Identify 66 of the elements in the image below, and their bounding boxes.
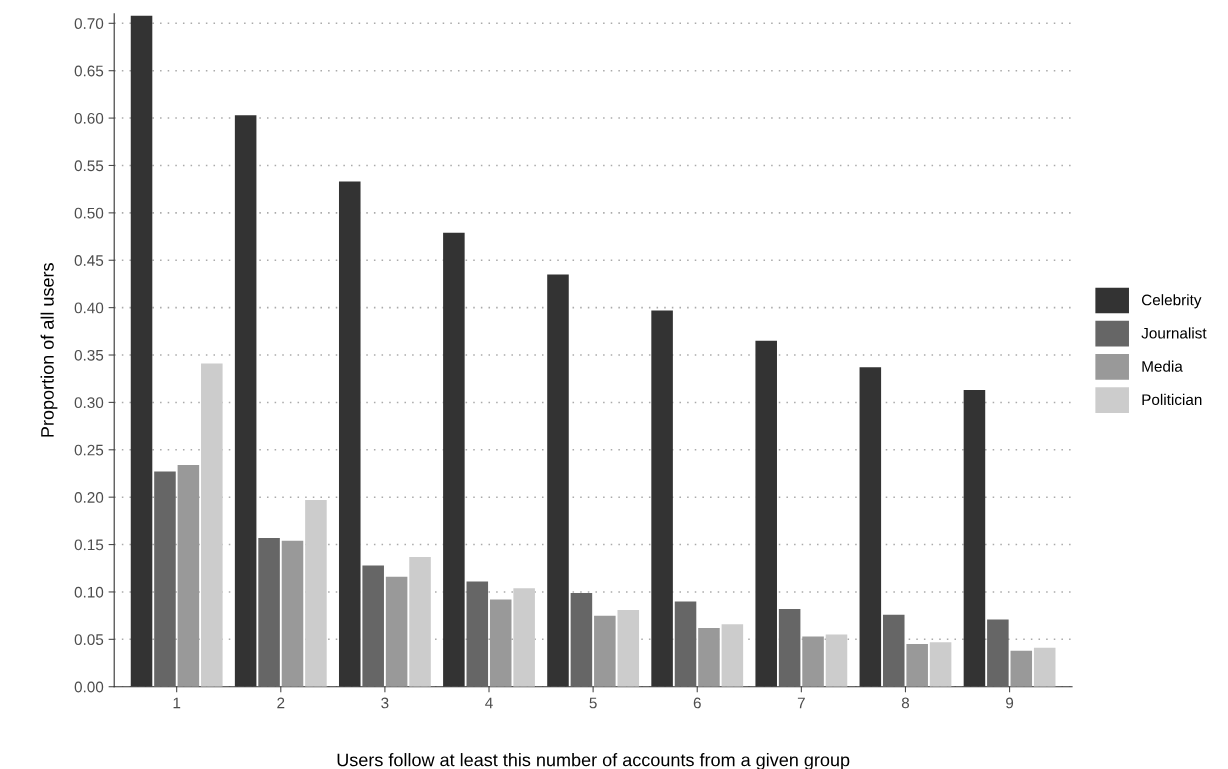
x-axis-title: Users follow at least this number of accounts from a given group [337, 753, 850, 769]
bar [385, 576, 408, 687]
bar [489, 599, 512, 687]
legend-label: Media [1142, 360, 1183, 372]
bar [674, 601, 697, 687]
y-tick-label: 0.35 [74, 349, 104, 361]
y-tick-label: 0.05 [74, 634, 104, 646]
bar [362, 565, 384, 687]
bar [755, 340, 777, 687]
x-tick-label: 6 [693, 697, 701, 709]
y-tick-label: 0.60 [74, 112, 104, 124]
y-tick-label: 0.25 [74, 444, 104, 456]
y-tick-label: 0.40 [74, 302, 104, 314]
bar [1010, 650, 1033, 687]
bar [594, 615, 616, 687]
y-tick-label: 0.00 [74, 681, 104, 693]
bar [987, 619, 1009, 687]
bar [721, 624, 744, 687]
y-tick-label: 0.10 [74, 586, 104, 598]
legend-label: Politician [1142, 393, 1202, 406]
x-tick-label: 3 [381, 697, 389, 709]
y-tick-label: 0.55 [74, 160, 104, 172]
y-tick-label: 0.20 [74, 492, 104, 503]
x-tick-label: 1 [173, 697, 181, 709]
x-tick-label: 7 [797, 697, 805, 709]
bar [258, 537, 280, 687]
bar [882, 614, 905, 687]
bar [281, 540, 304, 687]
y-tick-label: 0.30 [74, 397, 104, 409]
bar [825, 634, 848, 687]
bar [130, 15, 153, 687]
bar [651, 310, 673, 687]
bar [547, 274, 569, 687]
bar [906, 644, 928, 687]
bar [154, 471, 176, 687]
x-tick-label: 5 [589, 697, 597, 709]
bar [617, 609, 640, 687]
bar [859, 367, 882, 687]
bar [778, 609, 801, 687]
bar [177, 464, 200, 687]
x-tick-label: 4 [485, 697, 493, 709]
bar [466, 581, 489, 687]
y-axis-title: Proportion of all users [40, 263, 58, 437]
legend-label: Celebrity [1141, 294, 1202, 309]
bar [802, 636, 824, 687]
bar [1033, 647, 1056, 687]
bar [338, 181, 361, 687]
bar [443, 232, 465, 687]
y-tick-label: 0.50 [74, 207, 104, 219]
bar [201, 363, 223, 687]
legend-label: Journalist [1141, 327, 1207, 339]
bar [963, 390, 986, 687]
bar [513, 588, 535, 687]
y-tick-label: 0.45 [74, 255, 104, 266]
bar [929, 642, 952, 687]
bar [570, 592, 593, 687]
x-tick-label: 8 [901, 697, 910, 709]
x-tick-label: 2 [277, 697, 285, 709]
bar [234, 115, 257, 687]
y-tick-label: 0.65 [74, 65, 104, 77]
x-tick-label: 9 [1006, 697, 1014, 709]
bar [305, 500, 327, 687]
y-tick-label: 0.70 [74, 18, 104, 30]
bar [409, 556, 431, 687]
y-tick-label: 0.15 [74, 539, 104, 551]
bar [698, 627, 720, 687]
